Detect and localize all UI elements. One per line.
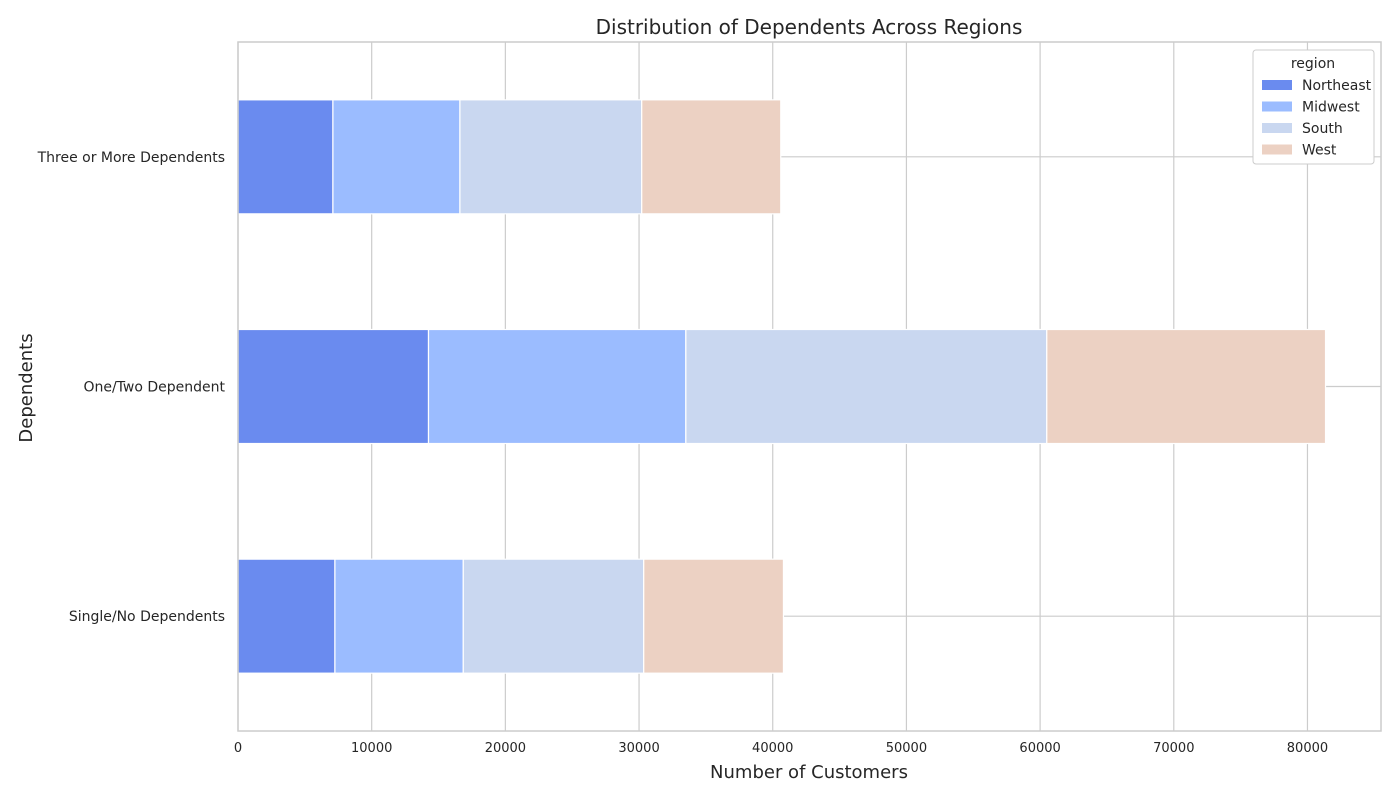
- bar-midwest-2: [332, 99, 461, 215]
- legend-swatch-south: [1262, 123, 1292, 133]
- x-tick-label: 70000: [1153, 741, 1194, 756]
- legend-swatch-midwest: [1262, 101, 1292, 112]
- bar-west-1: [1046, 328, 1327, 445]
- plot-frame: [237, 41, 1382, 732]
- x-tick-label: 50000: [886, 741, 927, 756]
- x-tick-label: 20000: [485, 741, 526, 756]
- bar-layer: [237, 99, 1327, 674]
- legend-label-midwest: Midwest: [1302, 100, 1360, 116]
- chart-title: Distribution of Dependents Across Region…: [596, 15, 1023, 39]
- x-axis-title: Number of Customers: [710, 762, 908, 783]
- legend-title: region: [1291, 56, 1335, 72]
- legend: region Northeast Midwest South West: [1252, 49, 1375, 165]
- bar-northeast-0: [237, 558, 336, 674]
- legend-swatch-northeast: [1262, 80, 1292, 90]
- bar-south-1: [685, 328, 1048, 445]
- x-tick-label: 40000: [752, 741, 793, 756]
- legend-label-west: West: [1302, 143, 1337, 159]
- legend-label-northeast: Northeast: [1302, 78, 1372, 94]
- x-tick-label: 80000: [1287, 741, 1328, 756]
- y-tick-label: One/Two Dependent: [83, 380, 225, 396]
- axis-layer: 0 10000 20000 30000 40000 50000 60000 70000 8000…: [37, 41, 1382, 756]
- x-tick-label: 60000: [1019, 741, 1060, 756]
- bar-northeast-2: [237, 99, 334, 215]
- bar-west-0: [643, 558, 785, 674]
- legend-label-south: South: [1302, 121, 1343, 137]
- y-axis-title: Dependents: [16, 333, 37, 442]
- bar-south-0: [462, 558, 645, 674]
- x-tick-label: 0: [234, 741, 242, 756]
- x-tick-label: 10000: [351, 741, 392, 756]
- bar-northeast-1: [237, 328, 430, 445]
- legend-items: Northeast Midwest South West: [1262, 78, 1372, 159]
- legend-swatch-west: [1262, 144, 1292, 155]
- bar-south-2: [459, 99, 643, 215]
- y-tick-label: Single/No Dependents: [69, 609, 225, 625]
- bar-west-2: [641, 99, 782, 215]
- y-tick-label: Three or More Dependents: [37, 150, 225, 166]
- bar-midwest-0: [334, 558, 464, 674]
- bar-midwest-1: [427, 328, 687, 445]
- x-tick-label: 30000: [618, 741, 659, 756]
- legend-box: [1252, 49, 1375, 165]
